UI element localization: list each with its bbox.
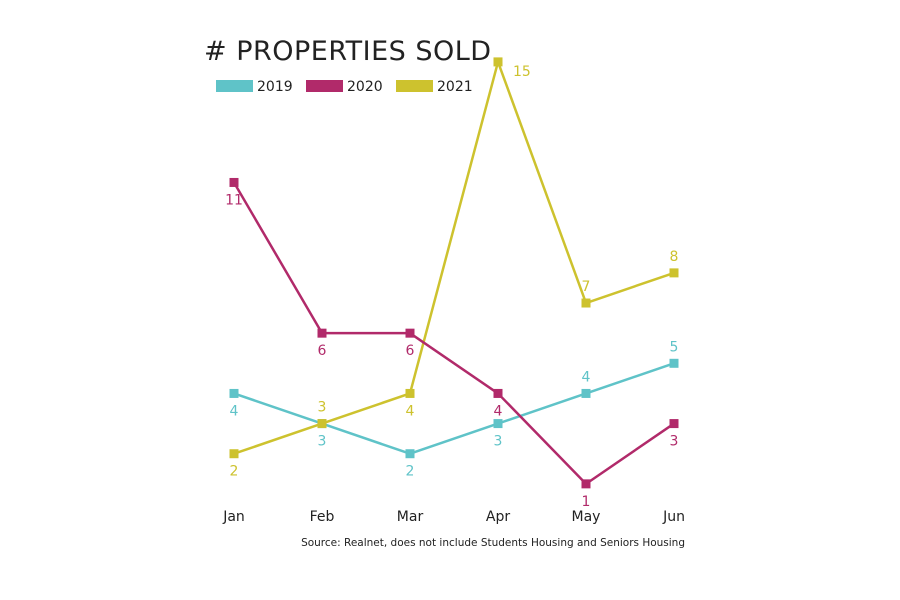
data-label-2019: 4 (582, 369, 591, 385)
data-point-2020 (317, 328, 327, 338)
line-2019 (233, 362, 675, 455)
line-2020 (232, 181, 675, 486)
data-label-2019: 3 (494, 434, 503, 450)
legend-label-2019: 2019 (257, 79, 293, 95)
source-note: Source: Realnet, does not include Studen… (301, 537, 685, 549)
data-point-2019 (229, 388, 239, 398)
series-2020: 11 6 6 4 1 3 (225, 177, 679, 510)
x-tick-label: Mar (397, 509, 424, 525)
legend-swatch-2021 (396, 80, 433, 92)
data-point-2019 (493, 419, 503, 429)
chart-title: # PROPERTIES SOLD (204, 36, 492, 67)
data-point-2020 (229, 177, 239, 187)
data-label-2020: 11 (225, 192, 243, 208)
data-label-2020: 3 (670, 434, 679, 450)
x-tick-label: Apr (486, 509, 510, 525)
data-label-2021: 8 (670, 249, 679, 265)
data-point-2021 (229, 449, 239, 459)
data-label-2019: 4 (230, 403, 239, 419)
data-label-2021: 7 (582, 279, 591, 295)
legend-label-2021: 2021 (437, 79, 473, 95)
data-point-2021 (493, 57, 503, 67)
x-tick-label: May (572, 509, 601, 525)
series-lines: 4 3 2 3 4 5 2 3 4 15 7 8 11 6 6 4 1 3 (225, 57, 679, 510)
x-axis-ticks: Jan Feb Mar Apr May Jun (222, 509, 685, 525)
data-point-2020 (493, 388, 503, 398)
data-label-2019: 2 (406, 464, 415, 480)
series-2021: 2 3 4 15 7 8 (229, 57, 679, 480)
data-label-2021: 15 (513, 64, 531, 80)
data-point-2020 (669, 419, 679, 429)
data-point-2021 (669, 268, 679, 278)
data-label-2020: 6 (406, 343, 415, 359)
legend-swatch-2019 (216, 80, 253, 92)
data-label-2021: 2 (230, 464, 239, 480)
data-point-2019 (405, 449, 415, 459)
data-label-2020: 1 (582, 494, 591, 510)
data-label-2020: 4 (494, 403, 503, 419)
legend-label-2020: 2020 (347, 79, 383, 95)
data-label-2019: 5 (670, 339, 679, 355)
data-point-2021 (581, 298, 591, 308)
x-tick-label: Jun (662, 509, 685, 525)
data-label-2021: 4 (406, 403, 415, 419)
data-label-2021: 3 (318, 400, 327, 416)
data-point-2019 (669, 358, 679, 368)
series-2019: 4 3 2 3 4 5 (229, 339, 679, 480)
x-tick-label: Jan (222, 509, 245, 525)
data-label-2020: 6 (318, 343, 327, 359)
legend: 2019 2020 2021 (216, 79, 473, 95)
data-point-2020 (581, 479, 591, 489)
data-point-2019 (581, 388, 591, 398)
x-tick-label: Feb (310, 509, 335, 525)
data-label-2019: 3 (318, 434, 327, 450)
data-point-2021 (405, 388, 415, 398)
data-point-2020 (405, 328, 415, 338)
data-point-2021 (317, 419, 327, 429)
legend-swatch-2020 (306, 80, 343, 92)
line-2021 (233, 60, 675, 455)
